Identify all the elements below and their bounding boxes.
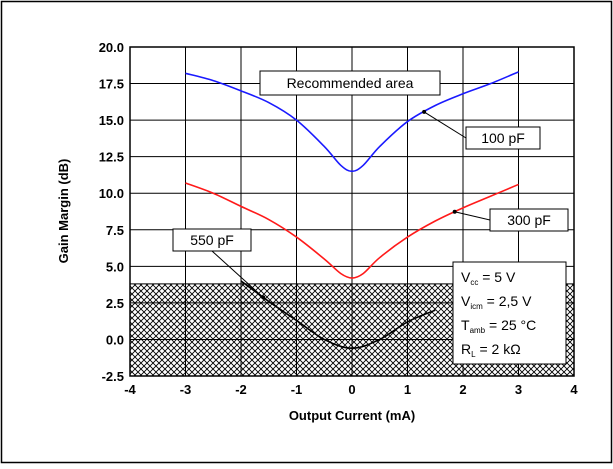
series-callout-550-pf: 550 pF: [172, 228, 266, 300]
series-line-550-pf: [240, 280, 436, 350]
plot-border: [129, 46, 575, 377]
y-tick-label-8: 17.5: [99, 77, 124, 92]
x-tick-label-8: 4: [570, 382, 578, 397]
x-tick-label-0: -4: [124, 382, 136, 397]
series-label-100-pf: 100 pF: [481, 130, 525, 146]
y-tick-label-2: 2.5: [106, 296, 124, 311]
x-tick-label-4: 0: [348, 382, 355, 397]
series-label-300-pf: 300 pF: [507, 212, 551, 228]
y-tick-label-6: 12.5: [99, 150, 124, 165]
x-tick-label-2: -2: [235, 382, 247, 397]
x-tick-label-1: -3: [180, 382, 192, 397]
x-tick-label-7: 3: [515, 382, 522, 397]
series-line-100-pf: [185, 71, 519, 173]
test-conditions-box: Vcc = 5 V Vicm = 2,5 V Tamb = 25 °C RL =…: [452, 261, 567, 365]
condition-rl: RL = 2 kΩ: [461, 341, 521, 359]
y-tick-label-0: -2.5: [102, 369, 124, 384]
svg-text:Recommended area: Recommended area: [287, 75, 414, 91]
condition-tamb: Tamb = 25 °C: [461, 317, 536, 335]
y-tick-label-3: 5.0: [106, 259, 124, 274]
x-tick-label-6: 2: [459, 382, 466, 397]
y-tick-label-9: 20.0: [99, 40, 124, 55]
recommended-area-annotation: Recommended area: [259, 70, 441, 96]
y-tick-label-4: 7.5: [106, 223, 124, 238]
x-tick-label-5: 1: [404, 382, 411, 397]
x-tick-label-3: -1: [291, 382, 303, 397]
condition-vcc: Vcc = 5 V: [461, 269, 516, 287]
series-callout-100-pf: 100 pF: [422, 109, 541, 150]
x-axis-label: Output Current (mA): [289, 408, 415, 423]
condition-vicm: Vicm = 2,5 V: [461, 293, 532, 311]
series-callout-300-pf: 300 pF: [452, 208, 569, 232]
y-tick-label-1: 0.0: [106, 332, 124, 347]
y-tick-label-5: 10.0: [99, 186, 124, 201]
series-label-550-pf: 550 pF: [190, 232, 234, 248]
y-tick-label-7: 15.0: [99, 113, 124, 128]
y-axis-label: Gain Margin (dB): [56, 159, 71, 264]
